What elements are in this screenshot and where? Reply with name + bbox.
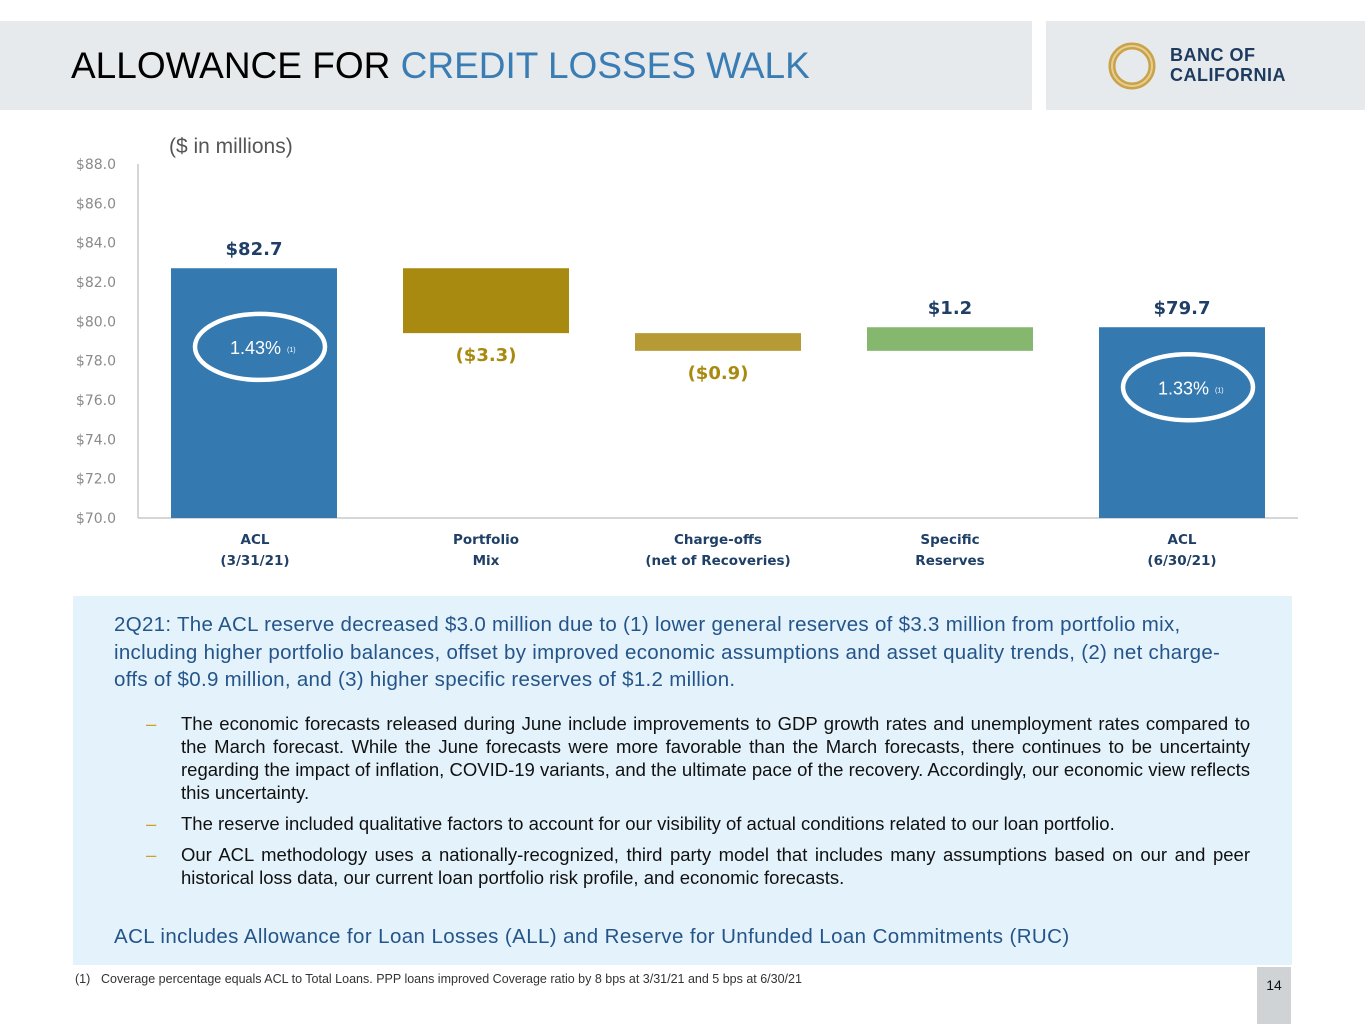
x-category-label: ACL (3/31/21)	[220, 532, 290, 569]
title-part-1: ALLOWANCE FOR	[71, 45, 401, 86]
waterfall-bar	[403, 268, 569, 334]
y-tick-label: $88.0	[76, 157, 116, 173]
data-label: $82.7	[226, 239, 283, 260]
data-label: ($3.3)	[456, 345, 517, 366]
bullet-dash: –	[146, 844, 157, 865]
units-note: ($ in millions)	[169, 135, 293, 158]
y-tick-label: $86.0	[76, 196, 116, 212]
footnote-number: (1)	[75, 972, 91, 986]
data-label: ($0.9)	[688, 363, 749, 384]
y-tick-label: $78.0	[76, 354, 116, 370]
waterfall-bar	[171, 268, 337, 518]
footnote: (1) Coverage percentage equals ACL to Tot…	[75, 972, 802, 986]
bullet-item: – The reserve included qualitative factor…	[146, 813, 1115, 834]
acl-waterfall-chart: $70.0 $72.0 $74.0 $76.0 $78.0 $80.0 $82.0 $84.0…	[76, 157, 1298, 527]
coverage-footnote-ref: (1)	[287, 347, 296, 354]
coverage-ellipse	[192, 311, 328, 383]
bullet-dash: –	[146, 813, 157, 834]
y-tick-label: $70.0	[76, 511, 116, 527]
y-tick-label: $84.0	[76, 236, 116, 252]
logo-line-1: BANC OF	[1170, 45, 1256, 65]
x-category-label: ACL (6/30/21)	[1147, 532, 1217, 569]
page-number: 14	[1257, 967, 1291, 1024]
waterfall-bar	[1099, 327, 1265, 518]
commentary-box	[73, 596, 1292, 965]
logo-panel	[1046, 21, 1365, 110]
coverage-footnote-ref: (1)	[1215, 387, 1224, 394]
coverage-ellipse	[1120, 352, 1256, 423]
company-logo-icon	[1108, 42, 1156, 90]
y-tick-label: $74.0	[76, 432, 116, 448]
x-category-label: Charge-offs (net of Recoveries)	[645, 532, 791, 569]
bullet-dash: –	[146, 713, 157, 734]
summary-text: 2Q21: The ACL reserve decreased $3.0 mil…	[114, 613, 1221, 691]
data-label: $1.2	[928, 298, 972, 319]
bullet-list: – The economic forecasts released during …	[146, 712, 1250, 897]
coverage-ratio-label: 1.33%	[1158, 378, 1209, 398]
logo-line-2: CALIFORNIA	[1170, 65, 1286, 85]
y-tick-label: $76.0	[76, 393, 116, 409]
coverage-ratio-label: 1.43%	[230, 338, 281, 358]
footnote-text: Coverage percentage equals ACL to Total …	[101, 972, 802, 986]
y-tick-label: $80.0	[76, 314, 116, 330]
page-title: ALLOWANCE FOR CREDIT LOSSES WALK	[71, 44, 810, 88]
header-bar	[0, 21, 1032, 110]
waterfall-bar	[867, 327, 1033, 351]
y-tick-label: $72.0	[76, 472, 116, 488]
x-category-label: Specific Reserves	[915, 532, 985, 569]
bullet-item: – Our ACL methodology uses a nationally-r…	[146, 844, 1250, 888]
waterfall-bar	[635, 333, 801, 351]
title-part-2: CREDIT LOSSES WALK	[400, 45, 810, 86]
bullet-item: – The economic forecasts released during …	[146, 713, 1250, 803]
y-tick-label: $82.0	[76, 275, 116, 291]
x-category-label: Portfolio Mix	[453, 532, 519, 569]
company-logo-text: BANC OF CALIFORNIA	[1170, 45, 1286, 85]
data-label: $79.7	[1154, 298, 1211, 319]
acl-definition-note: ACL includes Allowance for Loan Losses (…	[114, 925, 1070, 948]
